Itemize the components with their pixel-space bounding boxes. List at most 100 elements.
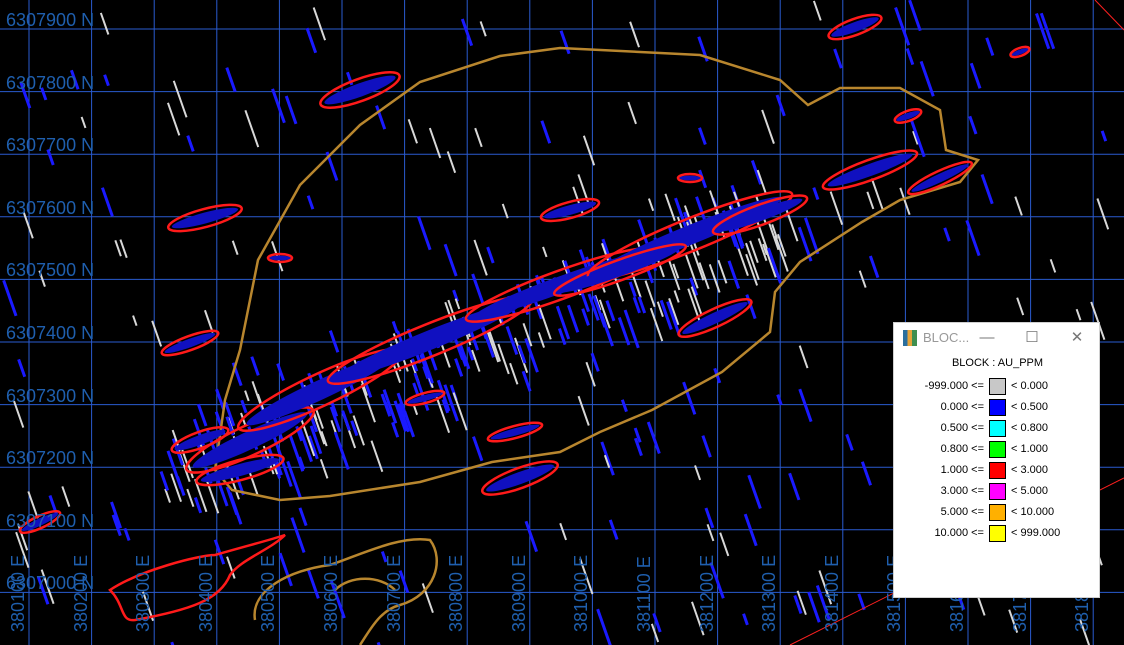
drillhole-trace — [637, 296, 647, 314]
drillhole-trace — [486, 246, 495, 264]
drillhole-trace — [186, 488, 195, 508]
drillhole-trace — [309, 425, 323, 455]
drillhole-trace — [764, 248, 777, 278]
drillhole-trace — [375, 105, 387, 130]
drillhole-trace — [866, 191, 875, 210]
drillhole-trace — [176, 476, 186, 496]
drillhole-trace — [333, 431, 350, 470]
drillhole-trace — [623, 309, 640, 349]
grade-contour — [539, 197, 601, 223]
drillhole-trace — [559, 522, 568, 541]
drillhole-trace — [320, 430, 328, 447]
drillhole-trace — [2, 279, 18, 317]
legend-entry: 0.000 <= < 0.500 — [894, 399, 1101, 417]
drillhole-trace — [771, 224, 779, 239]
drillhole-trace — [812, 0, 822, 21]
easting-label: 380100 E — [8, 554, 28, 632]
grade-contour — [486, 421, 544, 443]
drillhole-trace — [328, 330, 340, 353]
grade-contour — [170, 426, 230, 454]
drillhole-trace — [798, 345, 809, 369]
color-swatch[interactable] — [989, 483, 1006, 500]
drillhole-trace — [737, 247, 749, 277]
drillhole-trace — [776, 233, 787, 257]
drillhole-trace — [460, 18, 474, 47]
range-high: < 0.800 — [1011, 422, 1049, 434]
range-low: 0.800 <= — [940, 443, 984, 455]
drillhole-trace — [656, 301, 664, 317]
drillhole-trace — [629, 21, 640, 48]
drillhole-trace — [151, 320, 163, 347]
drillhole-trace — [46, 149, 55, 166]
drillhole-trace — [775, 94, 786, 117]
block-fill — [560, 247, 680, 293]
drillhole-trace — [407, 118, 418, 144]
drillhole-trace — [750, 159, 763, 185]
range-low: 5.000 <= — [940, 506, 984, 518]
drillhole-trace — [608, 519, 619, 540]
drillhole-trace — [633, 437, 643, 457]
drillhole-trace — [466, 346, 475, 361]
drillhole-trace — [312, 412, 326, 445]
grade-contour — [893, 108, 923, 124]
drillhole-trace — [123, 527, 131, 542]
drillhole-trace — [596, 608, 612, 645]
legend-titlebar[interactable]: BLOC... — ☐ ✕ — [894, 323, 1099, 353]
easting-label: 381300 E — [759, 554, 780, 632]
drillhole-trace — [1039, 12, 1056, 50]
block-fill — [192, 412, 308, 468]
color-swatch[interactable] — [989, 378, 1006, 395]
block-fill — [679, 175, 701, 181]
range-low: 0.500 <= — [940, 422, 984, 434]
grade-contour — [266, 252, 294, 264]
color-swatch[interactable] — [989, 441, 1006, 458]
color-swatch[interactable] — [989, 420, 1006, 437]
range-low: 3.000 <= — [940, 485, 984, 497]
drillhole-trace — [798, 388, 813, 423]
drillhole-trace — [796, 590, 807, 616]
drillhole-trace — [159, 471, 170, 491]
drillhole-trace — [704, 507, 715, 529]
drillhole-trace — [788, 472, 801, 501]
drillhole-trace — [244, 390, 250, 402]
drillhole-trace — [650, 623, 660, 643]
northing-label: 6307800 N — [6, 72, 95, 93]
minimize-button[interactable]: — — [979, 329, 995, 346]
block-fill — [486, 464, 554, 492]
drillhole-trace — [474, 127, 483, 148]
northing-label: 6307900 N — [6, 10, 95, 30]
drillhole-trace — [756, 169, 767, 194]
range-high: < 0.500 — [1011, 401, 1049, 413]
color-swatch[interactable] — [989, 462, 1006, 479]
northing-label: 6307600 N — [6, 197, 95, 218]
northing-label: 6307000 N — [6, 573, 95, 594]
easting-label: 381200 E — [696, 554, 717, 632]
drillhole-trace — [27, 491, 39, 519]
drillhole-trace — [224, 401, 236, 427]
boundary-line-ne — [1094, 0, 1124, 31]
color-swatch[interactable] — [989, 504, 1006, 521]
drillhole-trace — [166, 102, 181, 136]
drillhole-trace — [341, 410, 351, 431]
block-fill — [174, 429, 226, 451]
drillhole-trace — [757, 238, 768, 262]
drillhole-trace — [186, 462, 194, 479]
window-title: BLOC... — [923, 330, 970, 345]
color-swatch[interactable] — [989, 399, 1006, 416]
close-button[interactable]: ✕ — [1070, 329, 1084, 346]
drillhole-trace — [803, 217, 820, 255]
drillhole-trace — [421, 583, 434, 613]
drillhole-trace — [762, 243, 768, 256]
drillhole-trace — [745, 253, 759, 286]
drillhole-trace — [668, 260, 681, 291]
grade-contour — [319, 71, 401, 109]
drillhole-trace — [585, 361, 596, 387]
drillhole-trace — [240, 399, 248, 414]
color-swatch[interactable] — [989, 525, 1006, 542]
grade-contour — [827, 13, 883, 41]
range-low: 10.000 <= — [934, 527, 984, 539]
drillhole-trace — [382, 389, 398, 424]
maximize-button[interactable]: ☐ — [1025, 329, 1039, 346]
drillhole-trace — [708, 264, 721, 293]
